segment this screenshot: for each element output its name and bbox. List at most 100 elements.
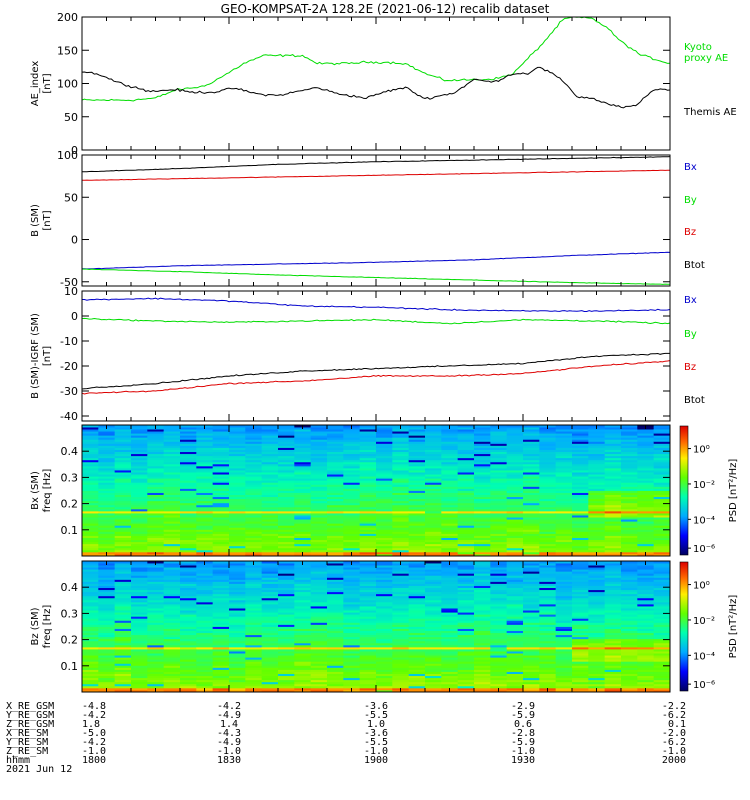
psd-cell xyxy=(114,535,132,538)
psd-cell xyxy=(588,597,606,601)
psd-cell xyxy=(555,661,573,664)
psd-cell xyxy=(653,655,671,658)
psd-cell xyxy=(245,571,263,574)
psd-cell xyxy=(506,657,524,660)
psd-cell xyxy=(163,441,181,444)
psd-cell xyxy=(653,634,671,638)
psd-cell xyxy=(229,655,246,658)
psd-cell xyxy=(196,679,214,683)
psd-cell xyxy=(327,463,344,467)
psd-cell xyxy=(555,589,573,593)
psd-cell xyxy=(653,626,671,629)
psd-cell xyxy=(294,486,312,489)
psd-cell xyxy=(425,439,442,442)
psd-cell xyxy=(327,523,344,526)
psd-cell xyxy=(474,547,491,551)
psd-cell xyxy=(621,492,638,495)
psd-cell xyxy=(245,587,263,591)
psd-cell xyxy=(131,569,148,572)
psd-cell xyxy=(490,496,508,500)
psd-cell xyxy=(588,508,606,512)
psd-cell xyxy=(180,603,197,607)
psd-cell xyxy=(359,657,377,660)
psd-cell xyxy=(114,510,132,514)
psd-cell xyxy=(229,488,246,491)
psd-cell xyxy=(653,541,671,545)
psd-cell xyxy=(327,624,344,627)
psd-cell xyxy=(506,677,524,681)
psd-cell xyxy=(621,445,638,448)
psd-cell xyxy=(310,490,328,493)
psd-cell xyxy=(555,577,573,580)
psd-cell xyxy=(392,677,410,681)
psd-cell xyxy=(343,463,361,467)
legend-btot: Btot xyxy=(684,260,705,271)
psd-cell xyxy=(294,482,312,485)
psd-cell xyxy=(98,549,116,553)
psd-cell xyxy=(441,669,459,672)
psd-cell xyxy=(539,500,557,504)
psd-cell xyxy=(114,593,132,597)
psd-cell xyxy=(604,510,622,514)
psd-cell xyxy=(131,681,148,685)
psd-cell xyxy=(343,616,361,619)
psd-cell xyxy=(180,484,197,487)
psd-cell xyxy=(425,646,442,650)
psd-cell xyxy=(98,510,116,514)
psd-cell xyxy=(343,525,361,528)
psd-cell xyxy=(457,539,475,543)
y-tick-label: 0.2 xyxy=(61,498,79,511)
psd-cell xyxy=(506,443,524,446)
psd-cell xyxy=(653,425,671,428)
psd-cell xyxy=(163,610,181,613)
psd-cell xyxy=(506,616,524,619)
colorbar xyxy=(679,561,689,692)
psd-cell xyxy=(261,510,279,514)
psd-cell xyxy=(588,610,606,613)
psd-cell xyxy=(310,535,328,538)
psd-cell xyxy=(147,439,165,442)
psd-cell xyxy=(147,599,165,603)
psd-cell xyxy=(196,624,214,627)
psd-cell xyxy=(212,465,230,469)
psd-cell xyxy=(588,642,606,646)
psd-cell xyxy=(441,472,459,475)
psd-cell xyxy=(310,636,328,640)
psd-cell xyxy=(278,689,295,693)
psd-cell xyxy=(653,551,671,555)
psd-cell xyxy=(457,474,475,477)
psd-cell xyxy=(147,606,165,609)
psd-cell xyxy=(572,523,589,526)
psd-cell xyxy=(539,484,557,487)
psd-cell xyxy=(310,628,328,631)
psd-cell xyxy=(196,515,214,518)
psd-cell xyxy=(555,467,573,471)
psd-cell xyxy=(245,513,263,516)
psd-cell xyxy=(490,663,508,666)
psd-cell xyxy=(572,455,589,459)
psd-cell xyxy=(82,651,99,654)
psd-cell xyxy=(294,480,312,483)
psd-cell xyxy=(490,593,508,597)
psd-cell xyxy=(359,480,377,483)
psd-cell xyxy=(604,429,622,432)
psd-cell xyxy=(229,673,246,677)
psd-cell xyxy=(376,565,393,568)
psd-cell xyxy=(131,575,148,578)
psd-cell xyxy=(408,553,426,557)
psd-cell xyxy=(539,624,557,627)
psd-cell xyxy=(474,581,491,584)
psd-cell xyxy=(327,610,344,613)
psd-cell xyxy=(82,437,99,440)
psd-cell xyxy=(392,651,410,654)
psd-cell xyxy=(588,591,606,595)
psd-cell xyxy=(474,445,491,448)
psd-cell xyxy=(572,601,589,605)
psd-cell xyxy=(376,589,393,593)
psd-cell xyxy=(555,657,573,660)
psd-cell xyxy=(572,447,589,450)
psd-cell xyxy=(327,689,344,693)
psd-cell xyxy=(490,565,508,568)
psd-cell xyxy=(359,616,377,619)
psd-cell xyxy=(196,655,214,658)
